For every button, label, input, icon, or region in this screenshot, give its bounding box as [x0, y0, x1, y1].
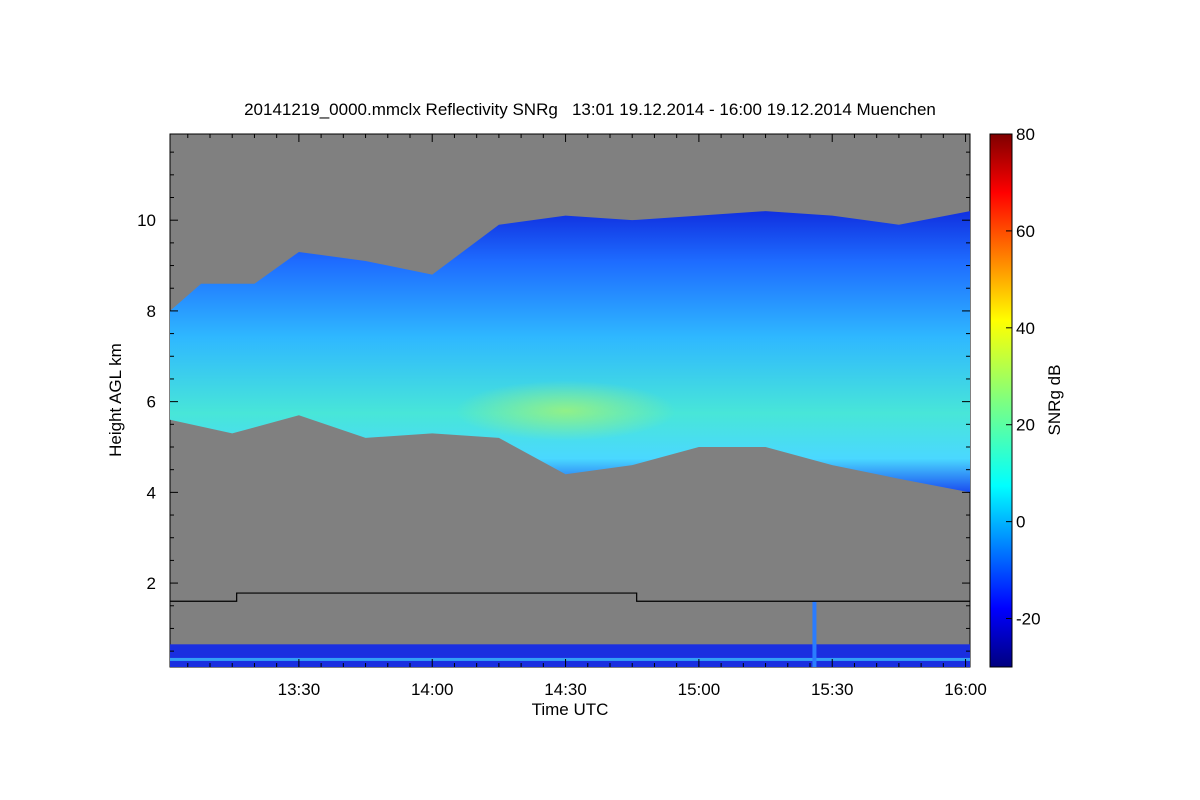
y-tick-label: 8: [147, 302, 156, 321]
x-tick-label: 13:30: [278, 680, 321, 699]
ground-clutter-band: [170, 644, 970, 667]
reflectivity-spike: [812, 601, 817, 667]
colorbar-tick-label: 20: [1016, 416, 1035, 435]
plot-area: [170, 211, 970, 667]
y-axis: 2 4 6 8 10: [137, 151, 970, 652]
colorbar-tick-label: 40: [1016, 319, 1035, 338]
colorbar-tick-label: -20: [1016, 610, 1041, 629]
x-tick-label: 16:00: [944, 680, 987, 699]
y-tick-label: 6: [147, 393, 156, 412]
y-tick-label: 10: [137, 211, 156, 230]
x-axis-label: Time UTC: [532, 700, 609, 719]
colorbar-tick-label: 60: [1016, 222, 1035, 241]
x-tick-label: 14:00: [411, 680, 454, 699]
colorbar-tick-label: 80: [1016, 125, 1035, 144]
x-tick-label: 15:00: [678, 680, 721, 699]
colorbar-tick-label: 0: [1016, 513, 1025, 532]
y-tick-label: 2: [147, 574, 156, 593]
x-axis: 13:30 14:00 14:30 15:00 15:30 16:00: [187, 134, 987, 699]
x-tick-label: 15:30: [811, 680, 854, 699]
cloud-core: [455, 380, 676, 441]
x-tick-label: 14:30: [544, 680, 587, 699]
colorbar-ticks: -20 0 20 40 60 80: [1006, 125, 1041, 629]
ground-clutter-stripe: [170, 657, 970, 661]
boundary-line: [170, 592, 970, 602]
chart-title: 20141219_0000.mmclx Reflectivity SNRg 13…: [244, 100, 936, 119]
colorbar: [989, 133, 1013, 668]
colorbar-label: SNRg dB: [1045, 365, 1064, 436]
cloud-layer: [170, 211, 970, 493]
y-axis-label: Height AGL km: [106, 343, 125, 457]
y-tick-label: 4: [147, 483, 156, 502]
